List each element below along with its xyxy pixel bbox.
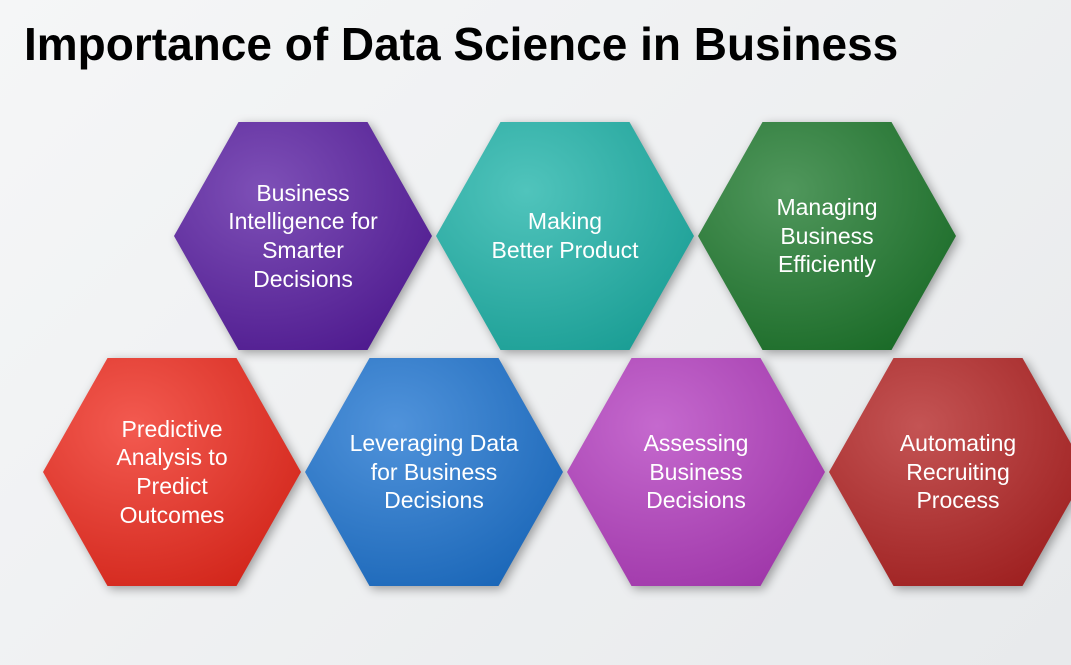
hex-label-recruit: Automating Recruiting Process: [882, 429, 1034, 515]
hex-assess: Assessing Business Decisions: [567, 358, 825, 586]
hex-product: Making Better Product: [436, 122, 694, 350]
hex-label-product: Making Better Product: [473, 207, 656, 265]
hex-label-bi: Business Intelligence for Smarter Decisi…: [210, 179, 396, 294]
hex-manage: Managing Business Efficiently: [698, 122, 956, 350]
hex-predict: Predictive Analysis to Predict Outcomes: [43, 358, 301, 586]
hex-bi: Business Intelligence for Smarter Decisi…: [174, 122, 432, 350]
hex-recruit: Automating Recruiting Process: [829, 358, 1071, 586]
hex-label-manage: Managing Business Efficiently: [758, 193, 895, 279]
hex-label-predict: Predictive Analysis to Predict Outcomes: [98, 415, 245, 530]
hex-label-leverage: Leveraging Data for Business Decisions: [332, 429, 537, 515]
hexagon-stage: Business Intelligence for Smarter Decisi…: [0, 0, 1071, 665]
hex-leverage: Leveraging Data for Business Decisions: [305, 358, 563, 586]
hex-label-assess: Assessing Business Decisions: [626, 429, 767, 515]
